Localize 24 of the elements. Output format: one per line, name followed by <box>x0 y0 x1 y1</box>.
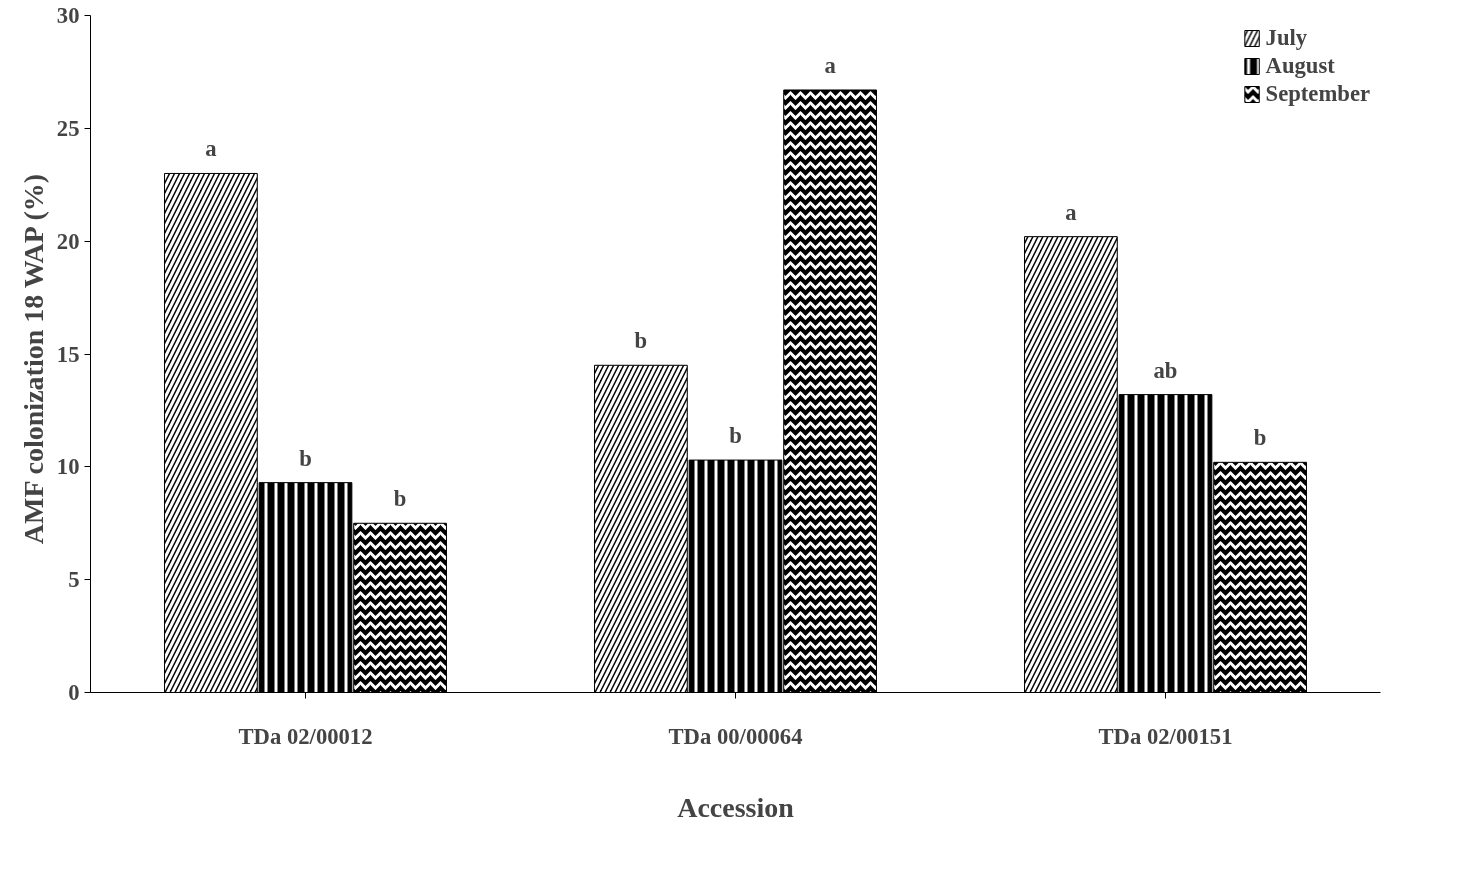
y-tick-label: 0 <box>68 680 80 705</box>
y-tick-label: 10 <box>56 454 80 480</box>
y-tick-label: 20 <box>56 228 80 254</box>
annotation: b <box>299 445 312 471</box>
y-tick-label: 30 <box>56 3 80 28</box>
y-tick-label: 25 <box>56 115 80 141</box>
legend-label: August <box>1265 53 1335 79</box>
y-axis-title: AMF colonization 18 WAP (%) <box>17 173 49 545</box>
annotation: ab <box>1153 357 1178 383</box>
x-axis-title: Accession <box>677 791 795 823</box>
annotation: b <box>1253 425 1267 451</box>
legend-label: July <box>1265 25 1308 51</box>
annotation: b <box>729 423 742 449</box>
x-tick-label: TDa 02/00151 <box>1098 723 1233 749</box>
annotation: a <box>1065 199 1077 225</box>
x-tick-label: TDa 02/00012 <box>238 723 373 749</box>
annotation: a <box>205 136 217 162</box>
y-tick-label: 5 <box>68 567 80 593</box>
y-tick-label: 15 <box>56 341 80 367</box>
annotation: b <box>393 486 407 512</box>
annotation: a <box>824 52 836 78</box>
x-tick-label: TDa 00/00064 <box>668 723 803 749</box>
annotation: b <box>634 328 648 354</box>
legend-label: September <box>1265 81 1370 107</box>
